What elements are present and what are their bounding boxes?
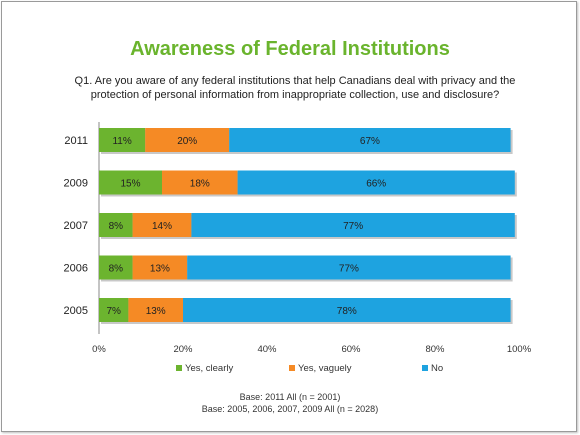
- category-label-2007: 2007: [64, 220, 88, 232]
- data-label-2005-2: 78%: [337, 306, 357, 317]
- data-label-2005-1: 13%: [146, 306, 166, 317]
- data-label-2006-1: 13%: [150, 264, 170, 275]
- data-label-2009-2: 66%: [366, 179, 386, 190]
- data-label-2011-1: 20%: [177, 136, 197, 147]
- legend-label-1: Yes, vaguely: [298, 363, 352, 374]
- x-tick-100pct: 100%: [507, 344, 532, 355]
- survey-question: Q1. Are you aware of any federal institu…: [74, 75, 516, 101]
- bar-2005-yes-vaguely: [128, 298, 183, 322]
- category-label-2006: 2006: [64, 263, 88, 275]
- x-tick-20pct: 20%: [173, 344, 193, 355]
- bar-2007-no: [191, 213, 515, 237]
- bar-2005-no: [183, 298, 511, 322]
- bar-2011-yes-clearly: [99, 128, 146, 152]
- data-label-2006-2: 77%: [339, 264, 359, 275]
- bar-2007-yes-clearly: [99, 213, 133, 237]
- chart-title: Awareness of Federal Institutions: [130, 38, 450, 60]
- base-note-2: Base: 2005, 2006, 2007, 2009 All (n = 20…: [201, 404, 379, 414]
- bar-2006-no: [187, 255, 511, 280]
- data-label-2007-1: 14%: [152, 221, 172, 232]
- bar-2006-yes-clearly: [99, 255, 133, 280]
- data-label-2005-0: 7%: [106, 306, 121, 317]
- x-tick-60pct: 60%: [341, 344, 361, 355]
- bar-2009-no: [237, 170, 515, 195]
- legend-label-2: No: [431, 363, 443, 374]
- x-tick-80pct: 80%: [425, 344, 445, 355]
- data-label-2007-0: 8%: [109, 221, 124, 232]
- bar-2009-yes-vaguely: [162, 170, 238, 195]
- legend-swatch-1: [289, 365, 295, 371]
- bar-2007-yes-vaguely: [132, 213, 192, 237]
- bar-2006-yes-vaguely: [132, 255, 188, 280]
- legend-swatch-0: [176, 365, 182, 371]
- legend-swatch-2: [422, 365, 428, 371]
- data-label-2009-0: 15%: [120, 179, 140, 190]
- x-tick-0pct: 0%: [92, 344, 106, 355]
- data-label-2011-0: 11%: [112, 136, 131, 147]
- data-label-2007-2: 77%: [343, 221, 363, 232]
- category-label-2011: 2011: [64, 135, 88, 147]
- x-tick-40pct: 40%: [257, 344, 277, 355]
- data-label-2006-0: 8%: [109, 264, 124, 275]
- data-label-2009-1: 18%: [190, 179, 210, 190]
- bar-2009-yes-clearly: [99, 170, 162, 195]
- base-note-1: Base: 2011 All (n = 2001): [239, 392, 341, 402]
- category-label-2009: 2009: [64, 178, 88, 190]
- category-label-2005: 2005: [64, 305, 88, 317]
- bar-2011-no: [229, 128, 511, 152]
- legend-label-0: Yes, clearly: [185, 363, 233, 374]
- bar-2005-yes-clearly: [99, 298, 129, 322]
- bar-2011-yes-vaguely: [145, 128, 230, 152]
- data-label-2011-2: 67%: [360, 136, 380, 147]
